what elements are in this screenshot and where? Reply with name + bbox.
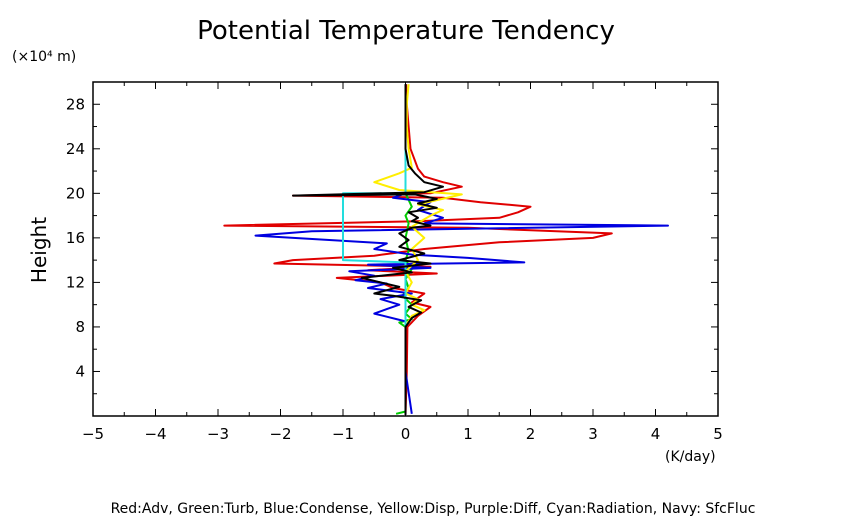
y-tick-label: 16 bbox=[66, 229, 85, 247]
y-tick-label: 4 bbox=[75, 362, 85, 380]
x-tick-label: 2 bbox=[526, 425, 536, 443]
y-tick-label: 12 bbox=[66, 273, 85, 291]
y-tick-label: 20 bbox=[66, 184, 85, 202]
x-tick-label: −2 bbox=[269, 425, 291, 443]
x-axis-label: (K/day) bbox=[665, 449, 716, 465]
x-tick-label: −3 bbox=[207, 425, 229, 443]
series-line-condense bbox=[254, 84, 669, 414]
y-tick-label: 28 bbox=[66, 95, 85, 113]
y-axis-label: Height bbox=[27, 217, 51, 283]
series-line-total bbox=[292, 84, 444, 415]
x-tick-label: −1 bbox=[332, 425, 354, 443]
chart-title: Potential Temperature Tendency bbox=[197, 16, 615, 46]
y-unit-label: (×10⁴ m) bbox=[12, 49, 76, 65]
x-tick-label: 3 bbox=[588, 425, 598, 443]
x-tick-label: 5 bbox=[713, 425, 723, 443]
x-tick-label: −5 bbox=[82, 425, 104, 443]
x-tick-label: 1 bbox=[463, 425, 473, 443]
series-line-disp bbox=[373, 84, 463, 415]
series-line-adv bbox=[223, 84, 613, 415]
y-tick-label: 8 bbox=[75, 318, 85, 336]
x-tick-label: −4 bbox=[144, 425, 166, 443]
x-tick-label: 0 bbox=[401, 425, 411, 443]
legend-text: Red:Adv, Green:Turb, Blue:Condense, Yell… bbox=[111, 501, 756, 517]
x-tick-label: 4 bbox=[651, 425, 661, 443]
y-tick-label: 24 bbox=[66, 140, 85, 158]
series-layer bbox=[223, 84, 669, 415]
